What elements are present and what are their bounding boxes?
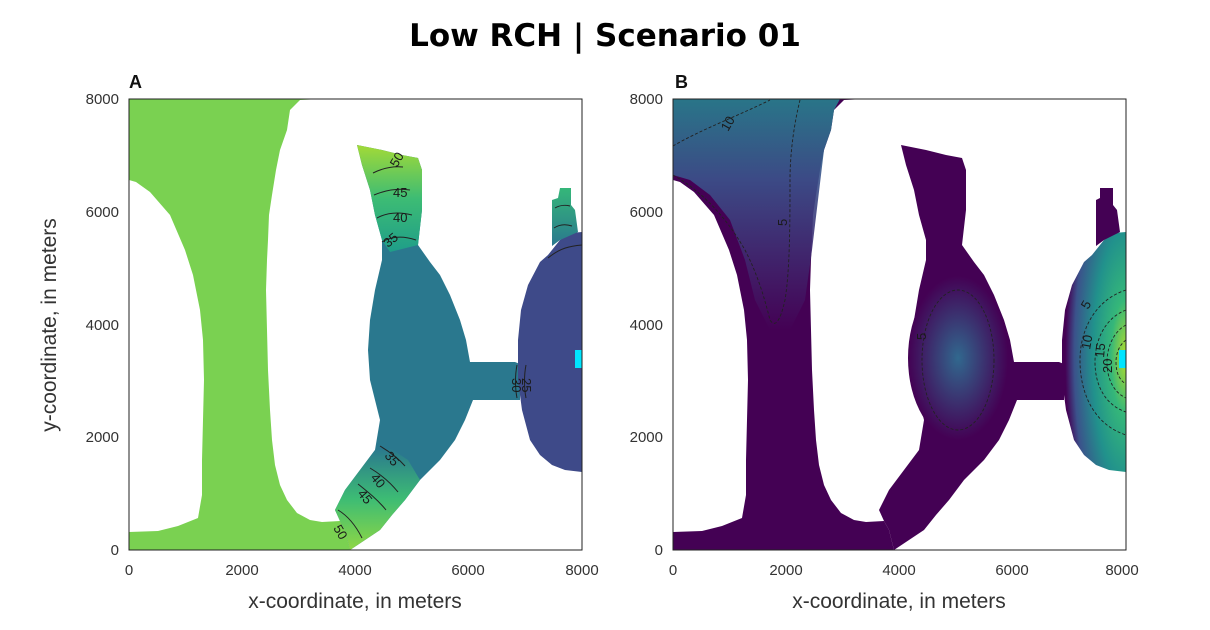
x-tick-label: 8000 <box>565 562 598 579</box>
panel-b-well <box>1119 350 1126 368</box>
panel-a-field: 50 45 40 35 35 40 45 50 30 25 <box>129 99 582 550</box>
x-tick-label: 2000 <box>225 562 258 579</box>
panel-a-east-strip <box>552 188 578 246</box>
contour-label: 10 <box>1078 334 1095 351</box>
panel-a-x-ticks: 0 2000 4000 6000 8000 <box>125 562 599 579</box>
y-tick-label: 4000 <box>630 317 663 334</box>
x-tick-label: 2000 <box>769 562 802 579</box>
contour-label: 15 <box>1092 343 1108 359</box>
contour-label: 45 <box>393 185 407 200</box>
y-tick-label: 2000 <box>630 429 663 446</box>
panel-b-central-mound <box>908 276 1008 440</box>
panel-b-y-ticks: 0 2000 4000 6000 8000 <box>630 91 663 559</box>
panel-b-west-plume <box>673 99 840 330</box>
x-tick-label: 0 <box>669 562 677 579</box>
contour-label: 25 <box>519 378 534 392</box>
panel-b: 10 5 5 5 10 15 20 B 0 2000 4000 6000 800… <box>630 72 1139 613</box>
panel-a-north-lobe <box>357 145 422 252</box>
y-tick-label: 6000 <box>630 204 663 221</box>
contour-label: 30 <box>509 378 524 392</box>
y-tick-label: 8000 <box>630 91 663 108</box>
panel-a-y-axis-label: y-coordinate, in meters <box>38 218 61 432</box>
panel-b-east-region <box>1062 232 1126 472</box>
x-tick-label: 6000 <box>995 562 1028 579</box>
panel-a-contours <box>337 166 582 539</box>
y-tick-label: 6000 <box>86 204 119 221</box>
y-tick-label: 8000 <box>86 91 119 108</box>
x-tick-label: 4000 <box>882 562 915 579</box>
panel-a-central-region <box>335 145 520 550</box>
x-tick-label: 8000 <box>1105 562 1138 579</box>
contour-label: 50 <box>330 522 350 542</box>
y-tick-label: 0 <box>655 542 663 559</box>
contour-label: 50 <box>387 149 407 169</box>
panel-b-label: B <box>675 72 688 92</box>
panel-a-label: A <box>129 72 142 92</box>
panel-b-x-axis-label: x-coordinate, in meters <box>792 590 1006 613</box>
x-tick-label: 0 <box>125 562 133 579</box>
panel-a-east-region <box>518 232 582 472</box>
panel-b-contours <box>673 99 1126 436</box>
contour-label: 20 <box>1100 359 1115 373</box>
contour-label: 10 <box>718 113 738 133</box>
contour-label: 5 <box>914 333 929 340</box>
x-tick-label: 6000 <box>451 562 484 579</box>
panel-a-well <box>575 350 582 368</box>
panel-a-west-region <box>129 99 350 550</box>
panel-a-y-ticks: 0 2000 4000 6000 8000 <box>86 91 119 559</box>
contour-label: 40 <box>393 210 407 225</box>
panel-a-south-lobe <box>335 448 420 550</box>
panel-b-x-ticks: 0 2000 4000 6000 8000 <box>669 562 1139 579</box>
panel-a-frame <box>128 98 583 551</box>
y-tick-label: 0 <box>111 542 119 559</box>
panel-b-frame <box>672 98 1127 551</box>
panel-a: 50 45 40 35 35 40 45 50 30 25 A 0 2000 4… <box>38 72 599 613</box>
panel-b-east-strip <box>1096 188 1120 246</box>
panel-a-x-axis-label: x-coordinate, in meters <box>248 590 462 613</box>
y-tick-label: 4000 <box>86 317 119 334</box>
y-tick-label: 2000 <box>86 429 119 446</box>
contour-label: 5 <box>775 219 790 226</box>
figure-title: Low RCH | Scenario 01 <box>409 18 801 54</box>
x-tick-label: 4000 <box>338 562 371 579</box>
panel-b-field: 10 5 5 5 10 15 20 <box>673 99 1126 550</box>
